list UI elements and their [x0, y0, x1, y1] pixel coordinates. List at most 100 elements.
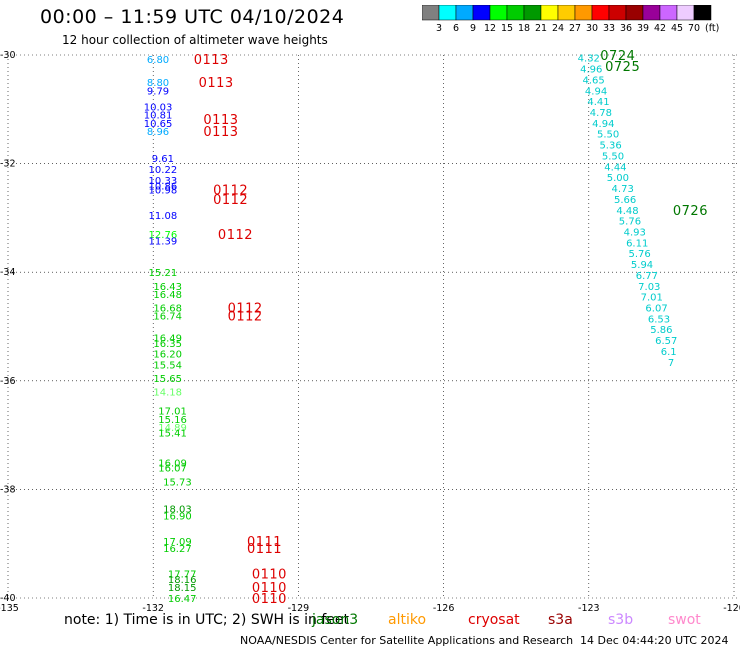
wave-height-label: 16.09 [158, 458, 187, 469]
latitude-tick-label: -34 [0, 267, 16, 278]
colorbar-tick-label: 27 [569, 23, 581, 34]
wave-height-label: 10.81 [144, 111, 173, 122]
wave-height-label: 6.11 [626, 238, 648, 249]
wave-height-label: 6.77 [636, 271, 658, 282]
longitude-tick-label: -132 [142, 603, 164, 612]
legend-entry-swot: swot [668, 612, 701, 628]
wave-height-label: 18.15 [168, 583, 197, 594]
pass-time-label: 0725 [605, 60, 640, 75]
colorbar-tick-label: 42 [654, 23, 666, 34]
pass-time-label: 0112 [228, 301, 263, 316]
legend-entry-altiko: altiko [388, 612, 427, 628]
wave-height-label: 11.08 [149, 211, 178, 222]
pass-time-label: 0112 [228, 310, 263, 325]
wave-height-label: 5.76 [628, 249, 650, 260]
colorbar-tick-label: 6 [453, 23, 459, 34]
wave-height-label: 7.03 [638, 282, 660, 293]
wave-height-label: 4.65 [583, 75, 605, 86]
longitude-tick-label: -129 [288, 603, 310, 612]
legend-entry-cryosat: cryosat [468, 612, 520, 628]
wave-height-label: 16.07 [158, 464, 187, 475]
wave-height-label: 7.01 [641, 293, 663, 304]
wave-height-label: 7 [668, 358, 674, 369]
wave-height-label: 14.18 [153, 388, 182, 399]
wave-height-label: 16.43 [153, 282, 182, 293]
wave-height-label: 5.36 [599, 141, 621, 152]
colorbar-tick-label: 39 [637, 23, 649, 34]
wave-height-label: 17.09 [163, 537, 192, 548]
longitude-tick-label: -123 [578, 603, 600, 612]
wave-height-label: 5.76 [619, 217, 641, 228]
longitude-tick-label: -126 [433, 603, 455, 612]
wave-height-label: 10.22 [149, 165, 178, 176]
latitude-tick-label: -36 [0, 376, 16, 387]
pass-time-label: 0113 [199, 76, 234, 91]
wave-height-label: 16.35 [153, 339, 182, 350]
wave-height-label: 16.49 [153, 333, 182, 344]
colorbar-tick-label: 18 [518, 23, 530, 34]
wave-height-label: 4.96 [580, 65, 602, 76]
latitude-tick-label: -40 [0, 593, 16, 604]
pass-time-label: 0111 [247, 542, 282, 557]
wave-height-label: 6.07 [645, 303, 667, 314]
track-jason3: 4.324.964.654.944.414.784.945.505.365.50… [578, 49, 708, 369]
wave-height-label: 6.1 [661, 347, 677, 358]
colorbar-tick-label: 30 [586, 23, 598, 34]
pass-time-label: 0110 [252, 592, 287, 607]
pass-time-label: 0726 [673, 204, 708, 219]
map-title: 00:00 – 11:59 UTC 04/10/2024 [40, 6, 345, 28]
wave-height-label: 5.86 [650, 325, 672, 336]
wave-height-label: 5.66 [614, 195, 636, 206]
pass-time-label: 0724 [600, 49, 635, 64]
legend-entry-s3a: s3a [548, 612, 573, 628]
pass-time-label: 0113 [203, 125, 238, 140]
wave-height-label: 16.47 [168, 594, 197, 605]
pass-time-label: 0112 [213, 184, 248, 199]
colorbar-tick-label: 33 [603, 23, 615, 34]
wave-height-label: 4.41 [587, 97, 609, 108]
wave-height-label: 4.32 [578, 54, 600, 65]
wave-height-label: 16.74 [153, 312, 182, 323]
colorbar-swatch [693, 5, 712, 21]
pass-time-label: 0112 [218, 228, 253, 243]
colorbar-tick-label: 70 [688, 23, 700, 34]
longitude-tick-label: -135 [0, 603, 19, 612]
wave-height-label: 4.73 [612, 184, 634, 195]
colorbar-tick-label: 45 [671, 23, 683, 34]
longitude-tick-label: -120 [723, 603, 740, 612]
colorbar-unit: (ft) [705, 23, 719, 34]
wave-height-label: 10.86 [149, 181, 178, 192]
wave-height-label: 10.98 [149, 186, 178, 197]
wave-height-label: 15.41 [158, 428, 187, 439]
wave-height-label: 16.27 [163, 544, 192, 555]
wave-height-label: 11.39 [149, 237, 178, 248]
wave-height-label: 12.76 [149, 230, 178, 241]
wave-height-label: 17.01 [158, 407, 187, 418]
footnote: note: 1) Time is in UTC; 2) SWH is in fe… [64, 612, 350, 628]
colorbar-tick-label: 9 [470, 23, 476, 34]
wave-height-label: 4.78 [590, 108, 612, 119]
wave-height-label: 4.44 [604, 162, 626, 173]
wave-height-label: 16.90 [163, 511, 192, 522]
pass-time-label: 0113 [194, 53, 229, 68]
wave-height-label: 10.33 [149, 176, 178, 187]
pass-time-label: 0112 [213, 193, 248, 208]
latitude-tick-label: -38 [0, 484, 16, 495]
wave-height-label: 6.57 [655, 336, 677, 347]
wave-height-label: 15.73 [163, 477, 192, 488]
map-subtitle: 12 hour collection of altimeter wave hei… [62, 33, 328, 47]
wave-height-label: 4.94 [592, 119, 614, 130]
wave-height-label: 16.20 [153, 350, 182, 361]
wave-height-label: 5.50 [602, 151, 624, 162]
wave-height-label: 9.79 [147, 86, 169, 97]
wave-height-label: 15.21 [149, 268, 178, 279]
altimeter-map: -135 -132 -129 -126 -123 -120 -30 -32 -34 -36 -38 -… [0, 49, 740, 612]
wave-height-label: 4.93 [624, 227, 646, 238]
wave-height-label: 16.68 [153, 303, 182, 314]
pass-time-label: 0110 [252, 568, 287, 583]
latitude-tick-label: -30 [0, 50, 16, 61]
grid-lines [7, 54, 740, 599]
wave-height-label: 15.65 [153, 374, 182, 385]
wave-height-colorbar: 3 6 9 12 15 18 21 24 27 30 33 36 39 42 45 70 (ft) [422, 5, 719, 34]
